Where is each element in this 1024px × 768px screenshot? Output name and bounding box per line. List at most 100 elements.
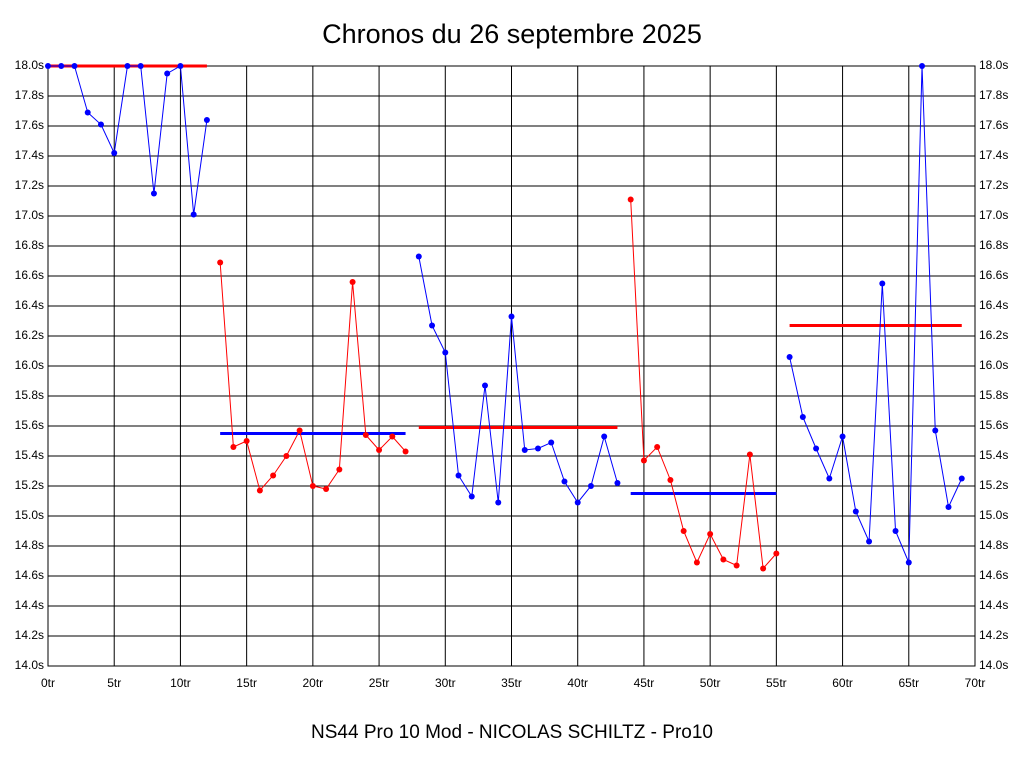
y2-tick-label: 14.0s — [979, 658, 1008, 672]
y2-tick-label: 14.2s — [979, 628, 1008, 642]
y-tick-label: 17.4s — [15, 148, 44, 162]
lap-point — [230, 444, 237, 450]
lap-point — [587, 483, 594, 489]
lap-point — [429, 322, 436, 329]
y-tick-label: 14.0s — [15, 658, 44, 672]
y-tick-label: 14.8s — [15, 538, 44, 552]
y-tick-label: 15.6s — [15, 418, 44, 432]
lap-point — [627, 196, 634, 203]
lap-point — [243, 438, 250, 444]
lap-point — [733, 562, 740, 569]
lap-point — [336, 466, 343, 473]
lap-point — [190, 211, 197, 218]
x-tick-label: 65tr — [898, 676, 919, 690]
lap-point — [534, 445, 541, 452]
lap-point — [323, 486, 330, 492]
lap-point — [124, 63, 131, 69]
lap-point — [680, 528, 687, 534]
y2-tick-label: 17.2s — [979, 178, 1008, 192]
lap-point — [455, 472, 462, 479]
lap-point — [521, 447, 528, 453]
y-tick-label: 17.2s — [15, 178, 44, 192]
lap-point — [415, 253, 422, 260]
lap-point — [296, 427, 303, 434]
y-tick-label: 14.6s — [15, 568, 44, 582]
lap-point — [309, 483, 316, 489]
x-tick-label: 15tr — [236, 676, 257, 690]
lap-point — [601, 433, 608, 440]
lap-point — [640, 457, 647, 464]
lap-point — [203, 117, 210, 123]
x-tick-label: 0tr — [41, 676, 55, 690]
lap-point — [376, 447, 383, 453]
lap-point — [283, 453, 290, 459]
x-tick-label: 10tr — [170, 676, 191, 690]
lap-point — [654, 444, 661, 450]
y2-tick-label: 14.4s — [979, 598, 1008, 612]
lap-point — [111, 150, 118, 156]
x-tick-label: 60tr — [832, 676, 853, 690]
lap-line — [630, 199, 777, 570]
lap-point — [799, 414, 806, 420]
y2-tick-label: 16.6s — [979, 268, 1008, 282]
y-tick-label: 15.2s — [15, 478, 44, 492]
lap-point — [548, 439, 555, 446]
lap-point — [667, 477, 674, 483]
lap-point — [84, 109, 91, 116]
lap-point — [442, 349, 449, 356]
x-tick-label: 55tr — [766, 676, 787, 690]
y2-tick-label: 17.0s — [979, 208, 1008, 222]
lap-point — [693, 559, 700, 566]
lap-point — [919, 63, 926, 69]
x-tick-label: 5tr — [107, 676, 121, 690]
lap-point — [349, 279, 356, 285]
lap-point — [482, 382, 489, 389]
x-axis-label: NS44 Pro 10 Mod - NICOLAS SCHILTZ - Pro1… — [311, 722, 713, 743]
lap-point — [71, 63, 78, 69]
y2-tick-label: 14.8s — [979, 538, 1008, 552]
y-tick-label: 15.0s — [15, 508, 44, 522]
y-tick-label: 16.0s — [15, 358, 44, 372]
y2-tick-label: 16.0s — [979, 358, 1008, 372]
y2-tick-label: 15.2s — [979, 478, 1008, 492]
y-tick-label: 16.4s — [15, 298, 44, 312]
lap-point — [746, 451, 753, 458]
lap-point — [150, 190, 157, 197]
y-tick-label: 14.4s — [15, 598, 44, 612]
lap-point — [402, 448, 409, 455]
y-tick-label: 17.8s — [15, 88, 44, 102]
chart-title: Chronos du 26 septembre 2025 — [322, 19, 702, 49]
lap-point — [574, 499, 581, 506]
y-tick-label: 17.0s — [15, 208, 44, 222]
lap-point — [786, 354, 793, 360]
x-tick-label: 20tr — [303, 676, 324, 690]
x-tick-label: 30tr — [435, 676, 456, 690]
y2-tick-label: 15.6s — [979, 418, 1008, 432]
lap-point — [58, 63, 65, 69]
x-tick-label: 45tr — [634, 676, 655, 690]
lap-point — [495, 499, 502, 506]
y-tick-label: 15.8s — [15, 388, 44, 402]
y2-tick-label: 15.8s — [979, 388, 1008, 402]
lap-point — [958, 475, 965, 482]
y-tick-label: 15.4s — [15, 448, 44, 462]
lap-line — [789, 65, 963, 563]
y-tick-label: 16.6s — [15, 268, 44, 282]
x-tick-label: 35tr — [501, 676, 522, 690]
y2-tick-label: 16.8s — [979, 238, 1008, 252]
lap-point — [164, 70, 171, 77]
lap-point — [839, 433, 846, 440]
y-tick-label: 16.8s — [15, 238, 44, 252]
lap-point — [217, 259, 224, 266]
lap-point — [561, 478, 568, 485]
lap-point — [97, 121, 104, 128]
lap-point — [826, 475, 833, 482]
lap-point — [707, 531, 714, 537]
y2-tick-label: 14.6s — [979, 568, 1008, 582]
y2-tick-label: 16.4s — [979, 298, 1008, 312]
y2-tick-label: 17.4s — [979, 148, 1008, 162]
lap-point — [892, 528, 899, 534]
lap-point — [879, 280, 886, 287]
lap-point — [177, 63, 184, 69]
